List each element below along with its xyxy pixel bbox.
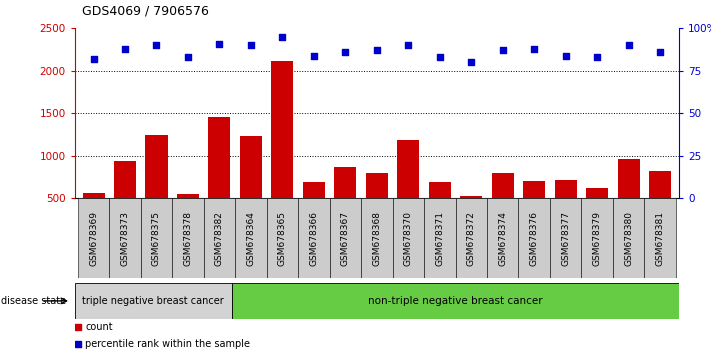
FancyBboxPatch shape (77, 198, 109, 278)
Bar (618, 159, 640, 241)
Text: GSM678369: GSM678369 (89, 211, 98, 266)
FancyBboxPatch shape (487, 198, 518, 278)
Point (402, 42, 414, 48)
Point (371, 47, 383, 53)
Text: GSM678364: GSM678364 (247, 211, 255, 266)
Text: GSM678365: GSM678365 (278, 211, 287, 266)
Text: GSM678380: GSM678380 (624, 211, 633, 266)
Point (528, 46, 540, 52)
Text: GSM678376: GSM678376 (530, 211, 539, 266)
FancyBboxPatch shape (298, 198, 330, 278)
Text: GSM678378: GSM678378 (183, 211, 193, 266)
Text: GSM678372: GSM678372 (466, 211, 476, 266)
Bar (649, 171, 671, 241)
Bar (586, 188, 608, 241)
Point (88, 56, 100, 62)
Bar (397, 139, 419, 241)
Text: GSM678382: GSM678382 (215, 211, 224, 266)
Text: GSM678368: GSM678368 (373, 211, 381, 266)
Bar (240, 136, 262, 241)
Point (654, 49, 665, 55)
Bar (460, 196, 482, 241)
Bar (429, 182, 451, 241)
Text: non-triple negative breast cancer: non-triple negative breast cancer (368, 296, 542, 306)
FancyBboxPatch shape (518, 198, 550, 278)
Text: triple negative breast cancer: triple negative breast cancer (82, 296, 224, 306)
Point (560, 53, 572, 58)
Bar (146, 135, 168, 241)
Text: percentile rank within the sample: percentile rank within the sample (85, 339, 250, 349)
Point (151, 42, 162, 48)
Text: GSM678366: GSM678366 (309, 211, 319, 266)
Point (72, 324, 83, 329)
FancyBboxPatch shape (267, 198, 298, 278)
FancyBboxPatch shape (613, 198, 644, 278)
Point (119, 46, 131, 52)
Text: GSM678371: GSM678371 (435, 211, 444, 266)
Text: GSM678381: GSM678381 (656, 211, 665, 266)
FancyBboxPatch shape (141, 198, 172, 278)
Point (623, 42, 634, 48)
Text: GSM678367: GSM678367 (341, 211, 350, 266)
FancyBboxPatch shape (392, 198, 424, 278)
FancyBboxPatch shape (75, 283, 232, 319)
FancyBboxPatch shape (361, 198, 392, 278)
Point (340, 49, 351, 55)
FancyBboxPatch shape (235, 198, 267, 278)
FancyBboxPatch shape (172, 198, 204, 278)
FancyBboxPatch shape (204, 198, 235, 278)
Point (214, 41, 225, 46)
Text: GSM678373: GSM678373 (121, 211, 129, 266)
Point (72, 341, 83, 347)
FancyBboxPatch shape (109, 198, 141, 278)
Bar (303, 182, 325, 241)
Bar (272, 61, 294, 241)
Bar (366, 173, 387, 241)
Point (497, 47, 508, 53)
Text: disease state: disease state (1, 296, 67, 306)
Text: GSM678377: GSM678377 (561, 211, 570, 266)
Bar (492, 173, 514, 241)
Point (466, 59, 477, 65)
Point (592, 55, 603, 60)
Text: GSM678374: GSM678374 (498, 211, 507, 266)
Text: count: count (85, 321, 113, 332)
Text: GSM678379: GSM678379 (593, 211, 602, 266)
Point (245, 42, 257, 48)
Bar (334, 167, 356, 241)
FancyBboxPatch shape (232, 283, 679, 319)
Bar (114, 161, 136, 241)
Point (182, 55, 193, 60)
Bar (555, 179, 577, 241)
Bar (523, 181, 545, 241)
Text: GSM678370: GSM678370 (404, 211, 413, 266)
FancyBboxPatch shape (550, 198, 582, 278)
FancyBboxPatch shape (644, 198, 676, 278)
FancyBboxPatch shape (424, 198, 456, 278)
Bar (82, 193, 105, 241)
FancyBboxPatch shape (582, 198, 613, 278)
Point (308, 53, 319, 58)
Bar (177, 194, 199, 241)
Bar (208, 117, 230, 241)
FancyBboxPatch shape (456, 198, 487, 278)
Text: GDS4069 / 7906576: GDS4069 / 7906576 (82, 5, 208, 18)
Text: GSM678375: GSM678375 (152, 211, 161, 266)
FancyBboxPatch shape (330, 198, 361, 278)
Point (277, 34, 288, 40)
Point (434, 55, 446, 60)
